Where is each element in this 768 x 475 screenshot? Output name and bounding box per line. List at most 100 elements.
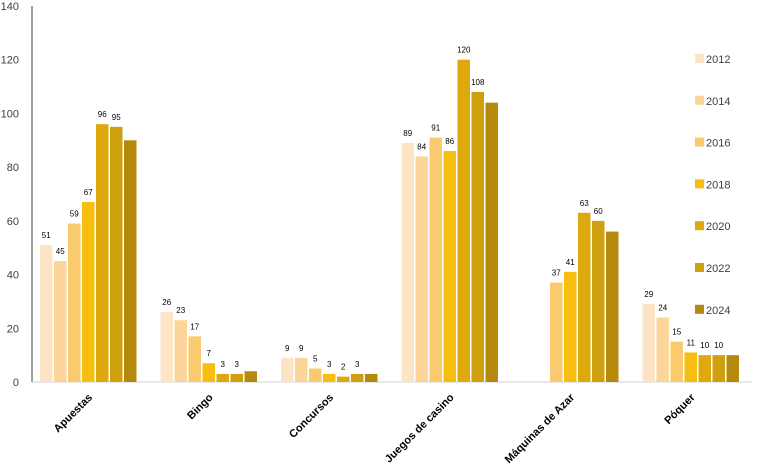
bar — [485, 102, 498, 382]
legend: 2012 2014 2016 2018 2020 2022 2024 — [695, 54, 730, 317]
y-tick-label: 40 — [7, 270, 19, 282]
data-label: 23 — [176, 306, 185, 315]
data-label: 86 — [445, 137, 454, 146]
data-label: 120 — [457, 46, 471, 55]
data-label: 10 — [700, 341, 709, 350]
y-tick-label: 0 — [13, 377, 19, 389]
bar — [337, 376, 350, 382]
bar — [244, 371, 257, 382]
bar — [670, 341, 683, 382]
data-label: 59 — [70, 210, 79, 219]
bar — [40, 245, 53, 382]
bar — [216, 373, 229, 382]
bar — [401, 142, 414, 382]
bar — [684, 352, 697, 382]
data-label: 2 — [341, 363, 346, 372]
bar — [160, 312, 173, 382]
data-label: 9 — [285, 344, 290, 353]
bar — [323, 373, 336, 382]
y-tick-label: 100 — [1, 108, 19, 120]
bar — [564, 271, 577, 382]
y-tick-label: 140 — [1, 1, 19, 13]
bar — [110, 126, 123, 382]
legend-label: 2014 — [706, 96, 730, 108]
data-label: 3 — [235, 360, 240, 369]
legend-label: 2016 — [706, 138, 730, 150]
legend-swatch — [695, 221, 704, 231]
data-label: 26 — [162, 298, 171, 307]
legend-swatch — [695, 137, 704, 147]
legend-label: 2020 — [706, 221, 730, 233]
bar — [82, 202, 95, 382]
data-label: 96 — [98, 110, 107, 119]
data-label: 51 — [42, 231, 51, 240]
bar — [642, 304, 655, 382]
data-label: 9 — [299, 344, 304, 353]
y-tick-label: 80 — [7, 162, 19, 174]
legend-swatch — [695, 95, 704, 105]
data-label: 10 — [714, 341, 723, 350]
data-label: 24 — [658, 304, 667, 313]
bar — [550, 282, 563, 382]
data-label: 67 — [84, 188, 93, 197]
bar — [712, 355, 725, 382]
bar — [606, 231, 619, 382]
bar — [457, 59, 470, 383]
bar — [309, 368, 322, 382]
bar — [443, 151, 456, 382]
legend-label: 2012 — [706, 54, 730, 66]
data-label: 17 — [190, 322, 199, 331]
x-tick-label: Apuestas — [52, 392, 96, 436]
bar — [68, 223, 81, 382]
data-label: 15 — [672, 328, 681, 337]
legend-label: 2022 — [706, 263, 730, 275]
data-label: 60 — [594, 207, 603, 216]
x-tick-label: Juegos de casino — [383, 391, 457, 465]
x-tick-label: Bingo — [185, 391, 216, 422]
data-label: 84 — [417, 142, 426, 151]
bar — [96, 124, 109, 383]
data-label: 45 — [56, 247, 65, 256]
bar — [174, 320, 187, 382]
y-tick-label: 60 — [7, 216, 19, 228]
legend-swatch — [695, 179, 704, 189]
bar — [726, 355, 739, 382]
bar — [54, 261, 67, 382]
bars — [40, 59, 739, 383]
bar — [281, 357, 294, 382]
x-tick-label: Póquer — [662, 391, 698, 427]
bar — [592, 220, 605, 382]
data-label: 5 — [313, 355, 318, 364]
y-axis: 0 20 40 60 80 100 120 140 — [1, 1, 752, 389]
data-label: 11 — [687, 338, 696, 347]
legend-label: 2018 — [706, 179, 730, 191]
data-label: 108 — [471, 78, 485, 87]
data-label: 3 — [355, 360, 360, 369]
data-label: 41 — [566, 258, 575, 267]
bar — [578, 212, 591, 382]
data-label: 37 — [552, 269, 561, 278]
data-label: 3 — [327, 360, 332, 369]
bar — [230, 373, 243, 382]
data-label: 7 — [207, 349, 212, 358]
y-tick-label: 120 — [1, 55, 19, 67]
bar — [295, 357, 308, 382]
bar — [365, 373, 378, 382]
bar — [351, 373, 364, 382]
bar — [471, 91, 484, 382]
bar — [698, 355, 711, 382]
bar — [429, 137, 442, 382]
bar — [188, 336, 201, 382]
legend-swatch — [695, 54, 704, 63]
y-tick-label: 20 — [7, 323, 19, 335]
data-label: 3 — [221, 360, 226, 369]
x-axis: Apuestas Bingo Concursos Juegos de casino Má… — [52, 391, 699, 466]
data-label: 95 — [112, 113, 121, 122]
data-label: 91 — [431, 124, 440, 133]
x-tick-label: Concursos — [287, 392, 336, 441]
legend-swatch — [695, 304, 704, 314]
bar — [202, 363, 215, 382]
bar — [656, 317, 669, 382]
